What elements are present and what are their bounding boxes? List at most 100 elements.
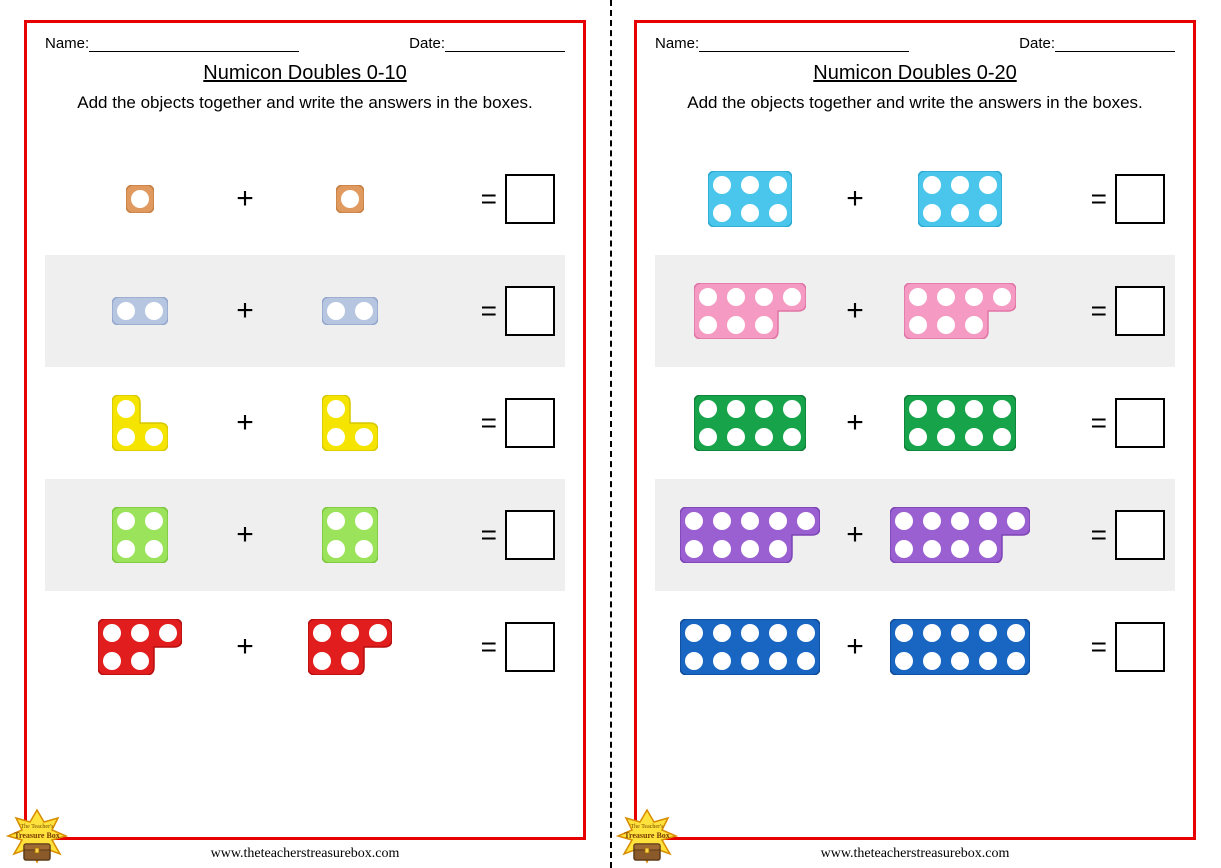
equals-answer-group: = [435, 286, 555, 336]
worksheet-title: Numicon Doubles 0-20 [655, 62, 1175, 85]
addend-right [875, 171, 1045, 227]
date-underline[interactable] [1055, 36, 1175, 53]
svg-text:Treasure Box: Treasure Box [14, 831, 60, 840]
numicon-2-icon [322, 297, 378, 325]
numicon-6-icon [918, 171, 1002, 227]
problem-rows: + = + = + = + [45, 143, 565, 703]
answer-box[interactable] [1115, 174, 1165, 224]
instruction-text: Add the objects together and write the a… [655, 93, 1175, 113]
problem-row: + = [655, 591, 1175, 703]
plus-sign: + [835, 630, 875, 664]
header-line: Name: Date: [45, 35, 565, 52]
numicon-4-icon [112, 507, 168, 563]
date-label: Date: [1019, 35, 1055, 52]
addend-left [55, 619, 225, 675]
date-field[interactable]: Date: [409, 35, 565, 52]
numicon-10-icon [680, 619, 820, 675]
addend-left [665, 171, 835, 227]
date-underline[interactable] [445, 36, 565, 53]
problem-row: + = [655, 367, 1175, 479]
problem-rows: + = + = + = + [655, 143, 1175, 703]
equals-sign: = [1091, 407, 1107, 439]
answer-box[interactable] [505, 174, 555, 224]
worksheet-0: Name: Date: Numicon Doubles 0-10 Add the… [0, 0, 610, 868]
name-field[interactable]: Name: [45, 35, 299, 52]
worksheet-frame: Name: Date: Numicon Doubles 0-20 Add the… [634, 20, 1196, 840]
addend-left [665, 395, 835, 451]
worksheet-1: Name: Date: Numicon Doubles 0-20 Add the… [610, 0, 1220, 868]
addend-right [875, 619, 1045, 675]
equals-sign: = [481, 407, 497, 439]
worksheet-title: Numicon Doubles 0-10 [45, 62, 565, 85]
date-field[interactable]: Date: [1019, 35, 1175, 52]
problem-row: + = [45, 479, 565, 591]
numicon-3-icon [112, 395, 168, 451]
numicon-6-icon [708, 171, 792, 227]
numicon-10-icon [890, 619, 1030, 675]
problem-row: + = [45, 143, 565, 255]
addend-left [665, 283, 835, 339]
worksheet-frame: Name: Date: Numicon Doubles 0-10 Add the… [24, 20, 586, 840]
addend-left [665, 507, 835, 563]
svg-text:The Teacher's: The Teacher's [20, 824, 54, 830]
answer-box[interactable] [505, 398, 555, 448]
plus-sign: + [225, 182, 265, 216]
numicon-1-icon [126, 185, 154, 213]
numicon-5-icon [98, 619, 182, 675]
plus-sign: + [225, 406, 265, 440]
name-field[interactable]: Name: [655, 35, 909, 52]
problem-row: + = [655, 255, 1175, 367]
numicon-7-icon [904, 283, 1016, 339]
name-label: Name: [655, 35, 699, 52]
answer-box[interactable] [505, 286, 555, 336]
equals-answer-group: = [435, 398, 555, 448]
equals-answer-group: = [435, 174, 555, 224]
addend-left [55, 185, 225, 213]
numicon-1-icon [336, 185, 364, 213]
answer-box[interactable] [1115, 398, 1165, 448]
plus-sign: + [835, 294, 875, 328]
name-underline[interactable] [699, 36, 909, 53]
equals-sign: = [481, 519, 497, 551]
equals-answer-group: = [435, 510, 555, 560]
addend-right [265, 185, 435, 213]
plus-sign: + [835, 518, 875, 552]
numicon-9-icon [680, 507, 820, 563]
plus-sign: + [225, 294, 265, 328]
addend-left [55, 507, 225, 563]
numicon-7-icon [694, 283, 806, 339]
answer-box[interactable] [505, 622, 555, 672]
answer-box[interactable] [1115, 510, 1165, 560]
svg-text:The Teacher's: The Teacher's [630, 824, 664, 830]
equals-sign: = [481, 631, 497, 663]
problem-row: + = [655, 143, 1175, 255]
answer-box[interactable] [1115, 286, 1165, 336]
name-underline[interactable] [89, 36, 299, 53]
numicon-2-icon [112, 297, 168, 325]
addend-left [665, 619, 835, 675]
addend-right [875, 507, 1045, 563]
problem-row: + = [655, 479, 1175, 591]
addend-right [265, 395, 435, 451]
numicon-3-icon [322, 395, 378, 451]
equals-sign: = [1091, 183, 1107, 215]
instruction-text: Add the objects together and write the a… [45, 93, 565, 113]
numicon-8-icon [904, 395, 1016, 451]
addend-right [875, 395, 1045, 451]
svg-text:Treasure Box: Treasure Box [624, 831, 670, 840]
addend-left [55, 297, 225, 325]
equals-answer-group: = [1045, 286, 1165, 336]
equals-answer-group: = [435, 622, 555, 672]
footer-url: www.theteacherstreasurebox.com [0, 846, 610, 862]
equals-answer-group: = [1045, 510, 1165, 560]
date-label: Date: [409, 35, 445, 52]
name-label: Name: [45, 35, 89, 52]
answer-box[interactable] [1115, 622, 1165, 672]
answer-box[interactable] [505, 510, 555, 560]
plus-sign: + [835, 406, 875, 440]
problem-row: + = [45, 367, 565, 479]
equals-answer-group: = [1045, 622, 1165, 672]
plus-sign: + [835, 182, 875, 216]
numicon-5-icon [308, 619, 392, 675]
equals-answer-group: = [1045, 174, 1165, 224]
